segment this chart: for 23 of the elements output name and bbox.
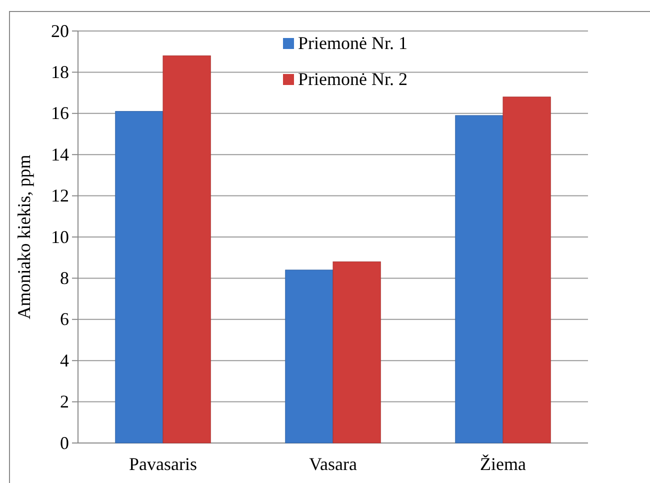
y-tick-label: 0 — [60, 432, 69, 453]
y-tick-label: 12 — [51, 186, 69, 206]
y-tick-label: 18 — [51, 62, 69, 82]
bar — [332, 261, 381, 444]
bar — [285, 270, 334, 444]
y-axis-title: Amoniako kiekis, ppm — [14, 154, 34, 320]
bar — [162, 55, 211, 444]
bar — [502, 96, 551, 444]
legend-label: Priemonė Nr. 1 — [298, 33, 408, 53]
y-tick-label: 14 — [51, 144, 69, 164]
y-tick-label: 16 — [51, 103, 69, 124]
x-tick-label: Žiema — [480, 454, 526, 474]
bar — [115, 111, 164, 444]
y-tick-label: 2 — [60, 392, 69, 412]
y-tick-label: 8 — [60, 268, 69, 288]
y-tick-label: 10 — [51, 226, 69, 247]
x-tick-label: Pavasaris — [129, 454, 197, 474]
legend-label: Priemonė Nr. 2 — [298, 69, 408, 89]
y-tick-label: 20 — [51, 20, 69, 41]
y-tick-label: 6 — [60, 309, 69, 330]
y-tick-label: 4 — [60, 350, 69, 370]
bar — [455, 115, 504, 444]
x-tick-label: Vasara — [309, 454, 357, 474]
